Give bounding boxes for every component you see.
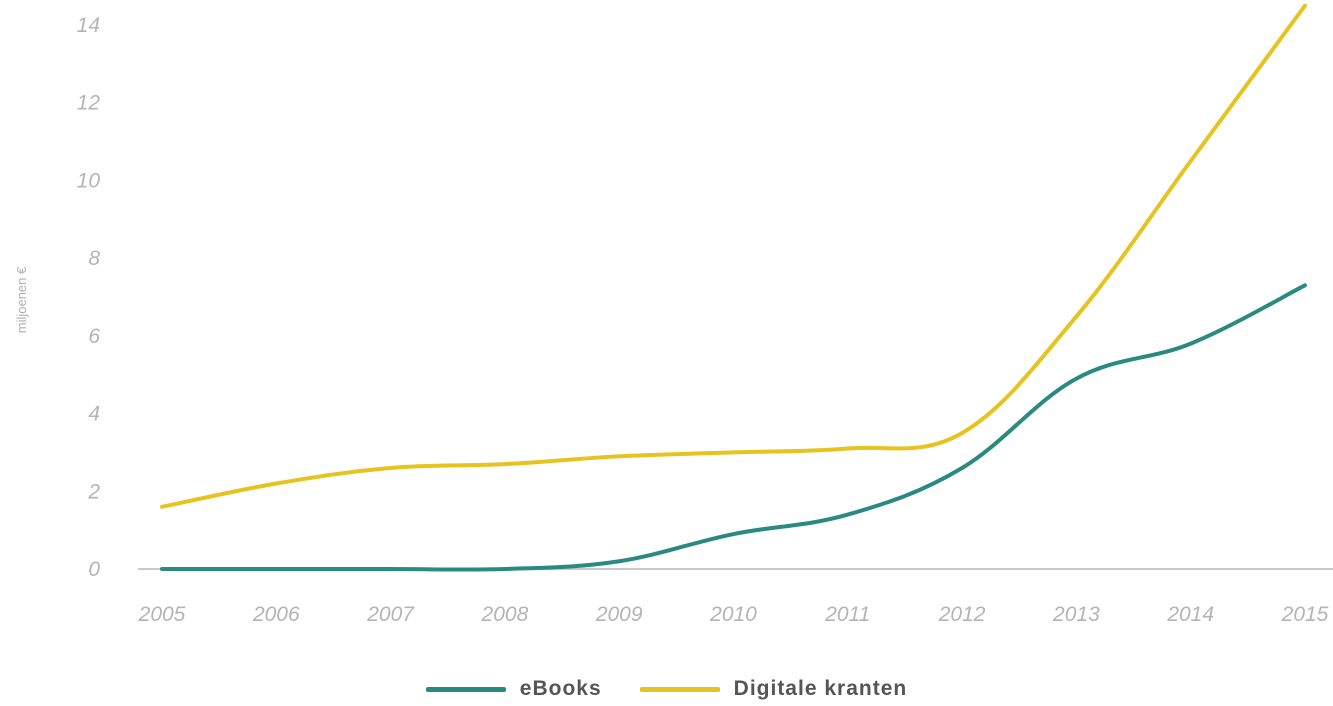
y-tick-label: 2 [87,480,100,503]
x-tick-labels: 2005 2006 2007 2008 2009 2010 2011 2012 2013 2014… [138,603,1329,626]
y-tick-label: 4 [88,403,100,426]
series-lines [160,3,1307,572]
x-tick-label: 2006 [252,603,300,626]
x-tick-label: 2012 [938,603,986,626]
legend-swatch [639,686,720,692]
x-tick-label: 2007 [366,603,415,626]
legend-swatch [425,686,506,692]
series-line-0 [160,283,1307,572]
x-tick-label: 2013 [1052,603,1100,626]
y-tick-label: 0 [88,558,100,581]
legend-item: eBooks [425,677,602,701]
y-tick-label: 6 [88,325,100,348]
y-tick-label: 8 [88,247,100,270]
x-tick-label: 2009 [595,603,643,626]
y-tick-label: 12 [77,92,101,115]
y-tick-labels: 0 2 4 6 8 10 12 14 [77,14,101,581]
legend-label: Digitale kranten [733,677,908,700]
x-tick-label: 2005 [138,603,186,626]
x-tick-label: 2015 [1281,603,1329,626]
y-tick-label: 10 [77,169,101,192]
y-axis-title: miljoenen € [14,266,29,333]
x-tick-label: 2008 [481,603,529,626]
series-line-1 [160,3,1307,509]
legend: eBooks Digitale kranten [0,672,1333,706]
x-tick-label: 2011 [824,603,870,626]
y-tick-label: 14 [77,14,100,37]
legend-label: eBooks [519,677,602,700]
legend-item: Digitale kranten [639,677,908,701]
x-tick-label: 2014 [1166,603,1214,626]
x-tick-label: 2010 [709,603,757,626]
